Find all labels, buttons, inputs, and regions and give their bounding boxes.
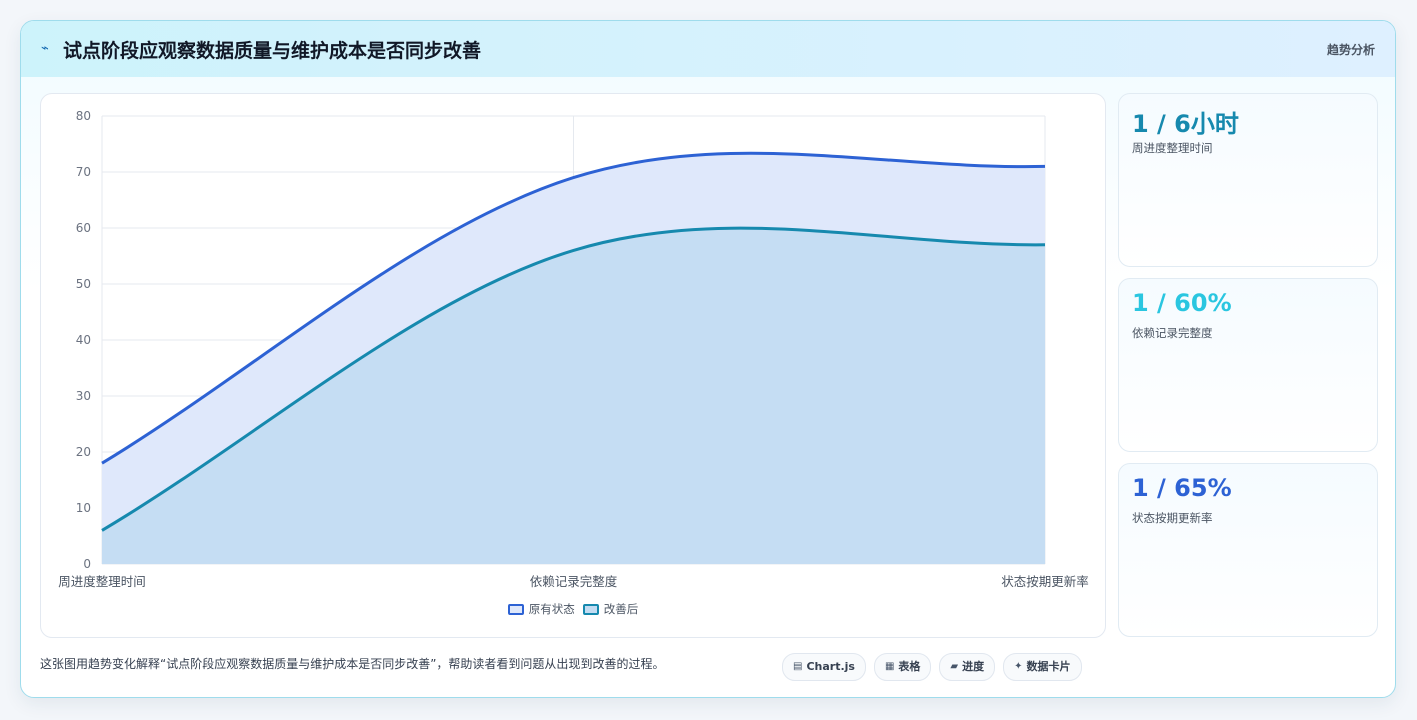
stat-value: 1 / 60% bbox=[1132, 289, 1232, 317]
chip-chartjs[interactable]: ▤ Chart.js bbox=[782, 653, 866, 681]
trend-icon: ⌁ bbox=[41, 41, 49, 56]
series-line-1 bbox=[101, 226, 1046, 532]
chart-caption: 这张图用趋势变化解释“试点阶段应观察数据质量与维护成本是否同步改善”，帮助读者看… bbox=[40, 657, 665, 671]
series-line-0 bbox=[101, 151, 1046, 465]
y-tick-label: 10 bbox=[76, 501, 91, 515]
stat-value: 1 / 6小时 bbox=[1132, 110, 1239, 138]
series-area-1 bbox=[102, 228, 1045, 564]
y-tick-label: 30 bbox=[76, 389, 91, 403]
chip-label: 表格 bbox=[898, 660, 921, 673]
x-category-label: 状态按期更新率 bbox=[1001, 574, 1089, 589]
legend-item[interactable]: 改善后 bbox=[582, 601, 639, 617]
chip-data-card[interactable]: ✦ 数据卡片 bbox=[1003, 653, 1082, 681]
stat-card-3: 1 / 65% 状态按期更新率 bbox=[1118, 463, 1378, 637]
chip-label: Chart.js bbox=[806, 660, 855, 673]
stat-label: 状态按期更新率 bbox=[1132, 511, 1213, 525]
y-tick-label: 80 bbox=[76, 109, 91, 123]
dashboard-card: ⌁ 试点阶段应观察数据质量与维护成本是否同步改善 趋势分析 0 10 20 30 40 5… bbox=[20, 20, 1396, 698]
chip-progress[interactable]: ▰ 进度 bbox=[939, 653, 996, 681]
y-tick-label: 20 bbox=[76, 445, 91, 459]
stat-card-2: 1 / 60% 依赖记录完整度 bbox=[1118, 278, 1378, 452]
chart-legend: 原有状态 改善后 bbox=[41, 601, 1105, 618]
legend-label: 改善后 bbox=[603, 602, 639, 616]
tech-chips: ▤ Chart.js ▦ 表格 ▰ 进度 ✦ 数据卡片 bbox=[782, 653, 1090, 681]
stat-card-1: 1 / 6小时 周进度整理时间 bbox=[1118, 93, 1378, 267]
chip-label: 数据卡片 bbox=[1026, 660, 1071, 673]
chip-table[interactable]: ▦ 表格 bbox=[873, 653, 932, 681]
stat-value: 1 / 65% bbox=[1132, 474, 1232, 502]
table-icon: ▦ bbox=[884, 661, 895, 672]
y-tick-label: 50 bbox=[76, 277, 91, 291]
category-tag: 趋势分析 bbox=[1326, 43, 1375, 57]
legend-label: 原有状态 bbox=[528, 602, 575, 616]
area-chart: 0 10 20 30 40 50 60 70 80 周进度整理时间 依赖记录完整度 状态按期更新率 bbox=[58, 109, 1089, 589]
x-category-label: 周进度整理时间 bbox=[58, 574, 146, 589]
chart-icon: ▤ bbox=[793, 661, 803, 672]
legend-swatch bbox=[582, 603, 599, 615]
y-tick-label: 0 bbox=[83, 557, 91, 571]
chart-panel: 0 10 20 30 40 50 60 70 80 周进度整理时间 依赖记录完整度 状态按期更新率 原… bbox=[40, 93, 1106, 638]
card-header: ⌁ 试点阶段应观察数据质量与维护成本是否同步改善 趋势分析 bbox=[21, 21, 1395, 77]
data-card-icon: ✦ bbox=[1014, 661, 1023, 672]
progress-icon: ▰ bbox=[950, 661, 959, 672]
legend-swatch bbox=[507, 603, 524, 615]
x-category-label: 依赖记录完整度 bbox=[530, 574, 618, 589]
stat-label: 依赖记录完整度 bbox=[1132, 326, 1213, 340]
y-tick-label: 60 bbox=[76, 221, 91, 235]
chip-label: 进度 bbox=[962, 660, 985, 673]
page-title: 试点阶段应观察数据质量与维护成本是否同步改善 bbox=[63, 40, 482, 62]
y-tick-label: 40 bbox=[76, 333, 91, 347]
legend-item[interactable]: 原有状态 bbox=[507, 601, 575, 617]
y-tick-label: 70 bbox=[76, 165, 91, 179]
stat-label: 周进度整理时间 bbox=[1132, 141, 1213, 155]
